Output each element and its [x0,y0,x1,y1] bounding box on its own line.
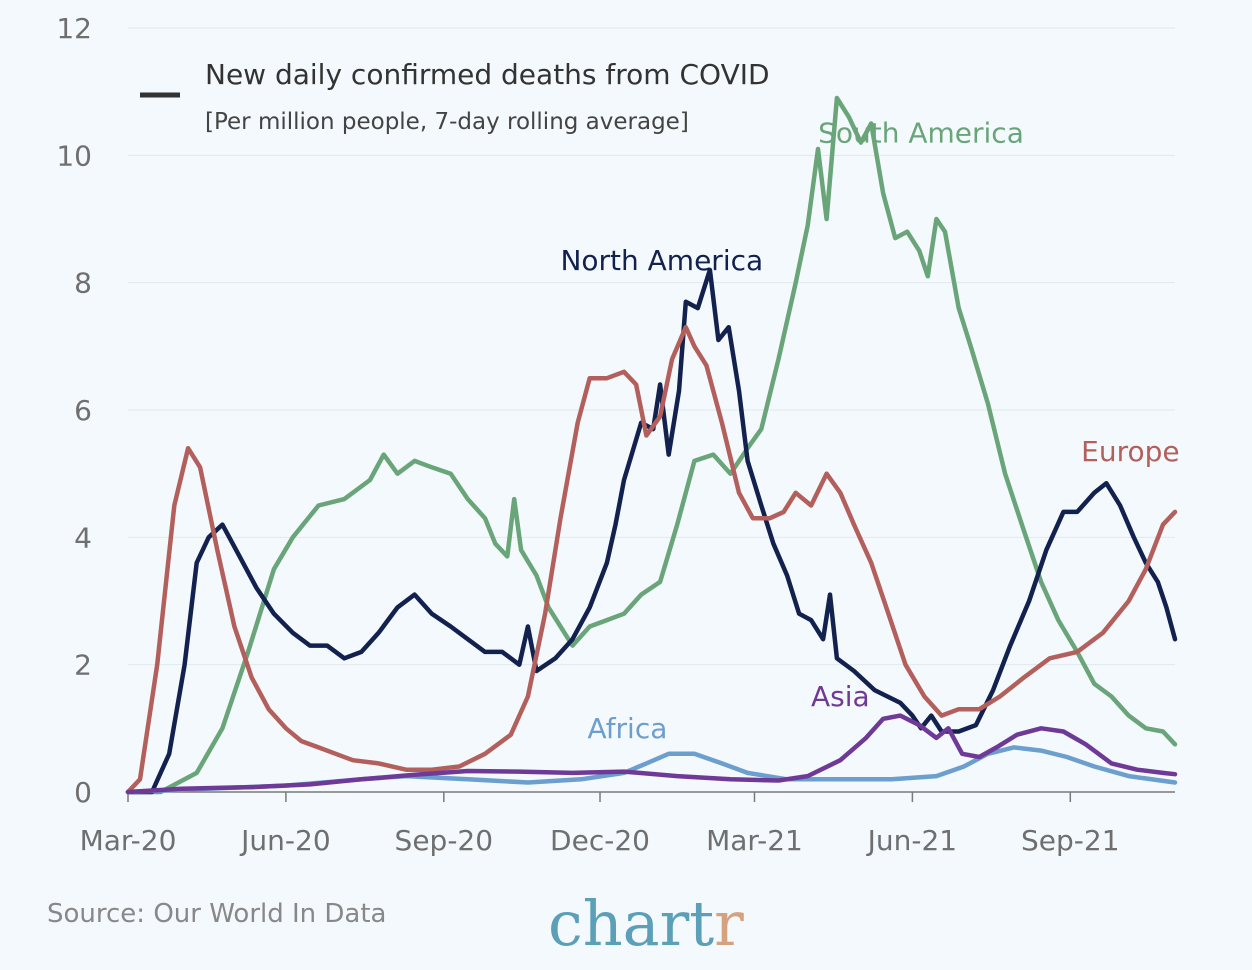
series-line-south-america [125,95,1178,795]
series-label-asia: Asia [811,680,870,713]
x-tick-label: Jun-20 [239,824,330,857]
brand-prefix: chart [548,887,714,960]
series-label-north-america: North America [560,244,763,277]
y-tick-label: 12 [56,12,92,45]
x-axis: Mar-20 Jun-20 Sep-20 Dec-20 Mar-21 Jun-21 Sep-… [80,791,1175,857]
series-label-africa: Africa [588,712,668,745]
source-note: Source: Our World In Data [47,899,387,929]
brand-suffix: r [714,887,744,960]
x-tick-label: Mar-20 [80,824,177,857]
brand-logo: chartr [548,887,744,960]
series-lines [125,95,1178,795]
y-tick-label: 6 [74,394,92,427]
x-tick-label: Jun-21 [866,824,957,857]
series-labels: South America North America Europe Africa As… [560,117,1179,745]
x-tick-label: Dec-20 [550,824,650,857]
legend: New daily confirmed deaths from COVID [P… [140,58,770,135]
x-tick-label: Sep-21 [1021,824,1120,857]
y-tick-label: 4 [74,521,92,554]
series-label-europe: Europe [1081,435,1179,468]
x-tick-label: Mar-21 [706,824,803,857]
y-tick-label: 2 [74,649,92,682]
series-line-asia [125,713,1178,795]
series-line-north-america [125,267,1178,795]
series-label-south-america: South America [818,117,1024,150]
chart-title: New daily confirmed deaths from COVID [205,58,770,91]
series-line-europe [125,324,1178,795]
y-tick-label: 0 [74,776,92,809]
y-tick-label: 10 [56,139,92,172]
x-tick-label: Sep-20 [395,824,494,857]
y-tick-label: 8 [74,267,92,300]
y-axis: 0 2 4 6 8 10 12 [56,12,92,809]
chart-subtitle: [Per million people, 7-day rolling avera… [205,109,689,135]
